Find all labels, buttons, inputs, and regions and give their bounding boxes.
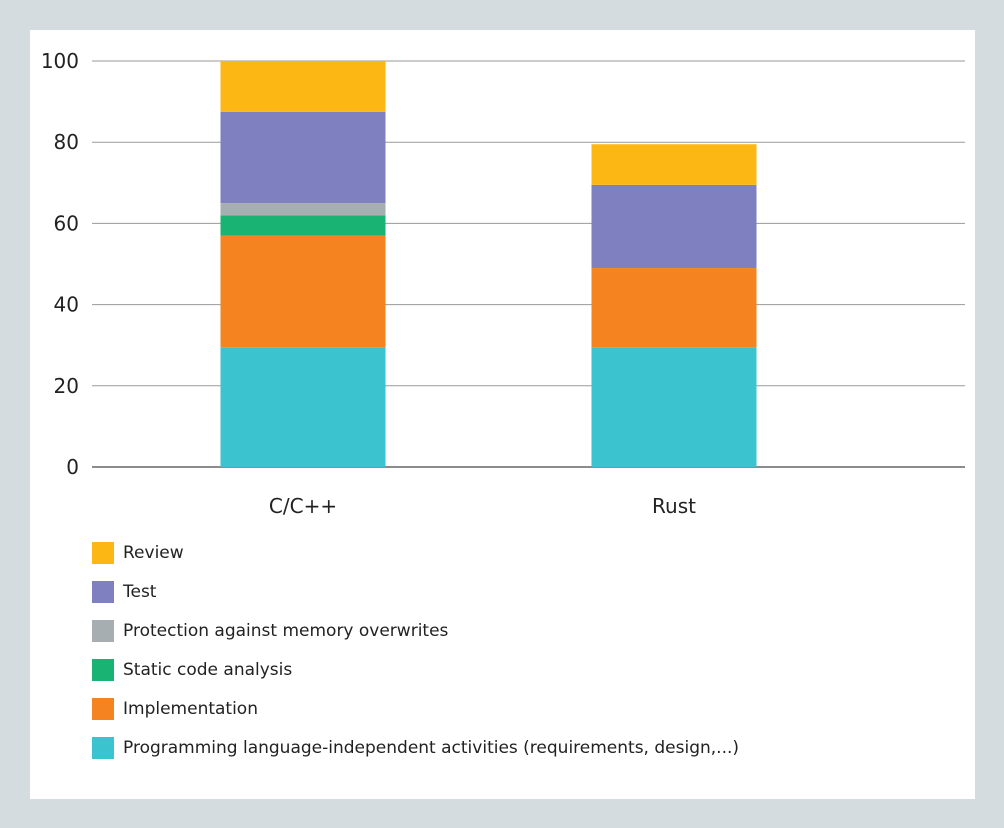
chart-panel bbox=[30, 30, 975, 799]
category-label-1: Rust bbox=[652, 494, 696, 518]
bar-segment-1-1 bbox=[591, 268, 757, 348]
legend-swatch-0 bbox=[92, 541, 114, 564]
bar-segment-1-5 bbox=[591, 144, 757, 185]
legend-label-3: Static code analysis bbox=[123, 659, 293, 680]
legend-label-0: Review bbox=[123, 542, 184, 563]
legend-swatch-1 bbox=[92, 580, 114, 603]
bar-segment-0-1 bbox=[220, 235, 386, 348]
legend-item-2: Protection against memory overwrites bbox=[92, 611, 739, 650]
category-labels: C/C++ Rust bbox=[269, 494, 696, 518]
y-tick-labels: 0 20 40 60 80 100 bbox=[41, 49, 79, 479]
y-tick-label-40: 40 bbox=[54, 293, 79, 317]
legend-swatch-5 bbox=[92, 736, 114, 759]
legend-item-4: Implementation bbox=[92, 689, 739, 728]
legend-label-5: Programming language-independent activit… bbox=[123, 737, 740, 758]
legend-item-5: Programming language-independent activit… bbox=[92, 728, 739, 767]
y-tick-label-0: 0 bbox=[66, 455, 79, 479]
category-label-0: C/C++ bbox=[269, 494, 337, 518]
legend-label-2: Protection against memory overwrites bbox=[123, 620, 449, 641]
y-tick-label-100: 100 bbox=[41, 49, 79, 73]
legend-item-3: Static code analysis bbox=[92, 650, 739, 689]
bar-segment-0-2 bbox=[220, 215, 386, 236]
legend-swatch-2 bbox=[92, 619, 114, 642]
legend-label-4: Implementation bbox=[123, 698, 258, 719]
bar-segment-0-0 bbox=[220, 347, 386, 467]
legend-swatch-3 bbox=[92, 658, 114, 681]
bar-segment-0-5 bbox=[220, 61, 386, 112]
legend-swatch-4 bbox=[92, 697, 114, 720]
legend-label-1: Test bbox=[123, 581, 157, 602]
y-tick-label-60: 60 bbox=[54, 211, 79, 235]
bar-segment-1-4 bbox=[591, 184, 757, 269]
legend: Review Test Protection against memory over… bbox=[92, 533, 739, 767]
y-tick-label-20: 20 bbox=[54, 374, 79, 398]
bars bbox=[220, 61, 757, 467]
legend-item-0: Review bbox=[92, 533, 739, 572]
legend-item-1: Test bbox=[92, 572, 739, 611]
bar-segment-1-0 bbox=[591, 347, 757, 467]
bar-segment-0-4 bbox=[220, 111, 386, 204]
bar-segment-0-3 bbox=[220, 203, 386, 216]
y-tick-label-80: 80 bbox=[54, 130, 79, 154]
